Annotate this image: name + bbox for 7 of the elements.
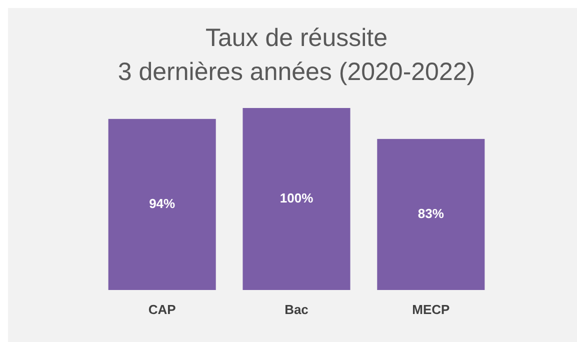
x-tick-label: Bac	[284, 302, 308, 317]
data-label: 100%	[280, 190, 314, 206]
data-label: 83%	[418, 206, 444, 221]
x-tick-label: CAP	[148, 302, 176, 317]
data-label: 94%	[149, 196, 176, 211]
x-tick-label: MECP	[412, 302, 450, 317]
chart-title: Taux de réussite 3 dernières années (2020-2022)	[118, 24, 476, 86]
